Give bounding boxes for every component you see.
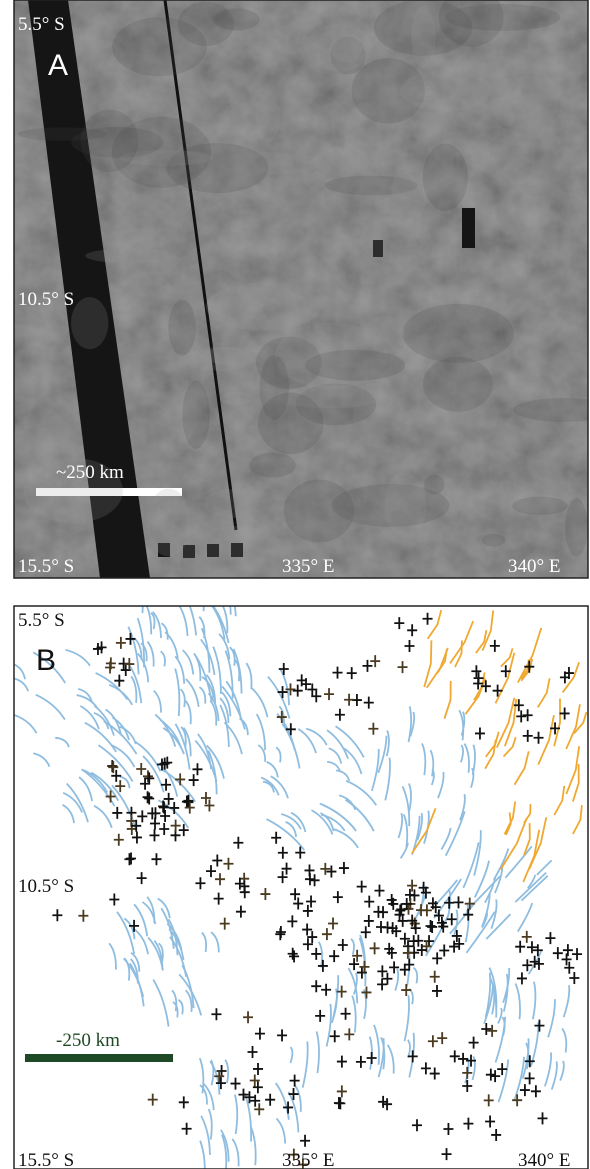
terrain-patch bbox=[258, 392, 324, 454]
terrain-patch bbox=[220, 392, 256, 406]
terrain-patch bbox=[314, 147, 370, 177]
longitude-label: 340° E bbox=[508, 556, 560, 577]
terrain-patch bbox=[255, 92, 280, 142]
terrain-patch bbox=[445, 4, 560, 31]
latitude-label: 15.5° S bbox=[18, 1150, 74, 1169]
terrain-patch bbox=[168, 300, 196, 356]
terrain-patch bbox=[424, 475, 444, 495]
terrain-patch bbox=[81, 110, 139, 173]
terrain-patch bbox=[305, 24, 372, 71]
terrain-patch bbox=[18, 127, 108, 140]
body: 5.5° S A 10.5° S ~250 km 15.5° S 335° E … bbox=[0, 0, 590, 1169]
terrain-patch bbox=[400, 71, 492, 111]
terrain-patch bbox=[284, 480, 354, 543]
terrain-patch bbox=[206, 282, 322, 330]
terrain-patch bbox=[182, 381, 209, 449]
terrain-patch bbox=[217, 228, 246, 247]
latitude-label: 10.5° S bbox=[18, 876, 74, 897]
terrain-patch bbox=[85, 248, 177, 263]
terrain-patch bbox=[482, 534, 506, 547]
latitude-label: 10.5° S bbox=[18, 289, 74, 310]
terrain-patch bbox=[360, 217, 432, 263]
terrain-patch bbox=[411, 6, 436, 69]
terrain-patch bbox=[177, 526, 292, 594]
figure: 5.5° S A 10.5° S ~250 km 15.5° S 335° E … bbox=[0, 0, 590, 1169]
longitude-label: 340° E bbox=[518, 1150, 570, 1169]
terrain-patch bbox=[403, 304, 514, 363]
terrain-patch bbox=[423, 144, 468, 211]
scale-label: -250 km bbox=[56, 1030, 120, 1051]
terrain-patch bbox=[204, 489, 258, 518]
terrain-patch bbox=[167, 143, 269, 193]
terrain-patch bbox=[385, 473, 427, 538]
terrain-patch bbox=[71, 297, 108, 349]
terrain-patch bbox=[249, 453, 296, 478]
latitude-label: 15.5° S bbox=[18, 556, 74, 577]
latitude-label: 5.5° S bbox=[18, 14, 65, 35]
scale-bar bbox=[25, 1054, 173, 1062]
terrain-patch bbox=[305, 350, 405, 381]
latitude-label: 5.5° S bbox=[18, 610, 65, 631]
feature-map bbox=[12, 589, 588, 1169]
scale-label: ~250 km bbox=[56, 462, 124, 483]
terrain-patch bbox=[112, 17, 207, 76]
panel-label: A bbox=[48, 49, 68, 82]
radar-image bbox=[14, 0, 590, 594]
terrain-patch bbox=[392, 164, 427, 222]
longitude-label: 335° E bbox=[282, 556, 334, 577]
terrain-patch bbox=[423, 357, 493, 412]
longitude-label: 335° E bbox=[282, 1150, 334, 1169]
terrain-patch bbox=[490, 76, 558, 130]
terrain-patch bbox=[364, 315, 405, 353]
terrain-patch bbox=[565, 498, 588, 556]
page: Map panels {"panel_a": {"label": "A", "l… bbox=[0, 0, 590, 1169]
data-gap bbox=[462, 208, 475, 248]
terrain-patch bbox=[512, 497, 568, 515]
panel-label: B bbox=[36, 644, 56, 677]
